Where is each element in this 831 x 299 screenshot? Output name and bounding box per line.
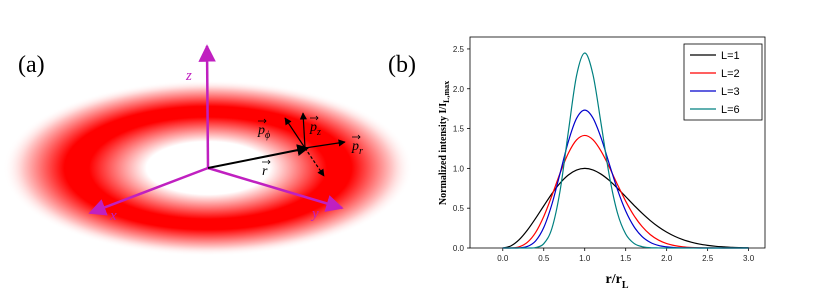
label-text: p xyxy=(257,123,265,138)
x-tick-label: 1.0 xyxy=(579,254,591,263)
x-tick-label: 0.0 xyxy=(497,254,509,263)
vector-arrow xyxy=(310,115,319,121)
label-text: r/r xyxy=(606,272,622,287)
series-line xyxy=(502,167,749,249)
x-axis-title: r/rL xyxy=(606,272,629,291)
label-sub: z xyxy=(316,127,321,138)
y-tick-label: 2.5 xyxy=(453,45,465,54)
panel-label: (b) xyxy=(388,52,416,78)
x-label: x xyxy=(109,208,117,224)
legend-box xyxy=(683,43,763,121)
vector-arrow xyxy=(262,159,271,165)
legend-label: L=1 xyxy=(721,50,740,62)
plot-frame xyxy=(469,36,766,249)
y-tick-label: 1.5 xyxy=(453,125,465,134)
pphi-vector xyxy=(284,117,306,149)
x-tick-label: 3.0 xyxy=(743,254,755,263)
y-axis xyxy=(207,166,344,212)
r-label: r xyxy=(262,164,268,179)
label-text: Normalized intensity I/I xyxy=(438,103,449,205)
pz-label: pz xyxy=(309,120,321,138)
x-tick-label: 2.0 xyxy=(661,254,673,263)
y-axis-title: Normalized intensity I/IL,max xyxy=(438,81,451,205)
y-tick-label: 0.5 xyxy=(453,204,465,213)
y-tick-label: 0.0 xyxy=(453,244,465,253)
pphi-label: pϕ xyxy=(257,123,270,141)
vector-arrow xyxy=(258,118,267,124)
label-text: r xyxy=(262,164,268,179)
x-tick-label: 2.5 xyxy=(702,254,714,263)
z-axis xyxy=(198,44,216,169)
y-tick-label: 2.0 xyxy=(453,85,465,94)
y-tick-label: 1.0 xyxy=(453,164,465,173)
label-text: p xyxy=(309,120,317,135)
legend-label: L=2 xyxy=(721,68,740,80)
pr-label: pr xyxy=(351,139,363,157)
pz-vector xyxy=(299,112,307,149)
z-label: z xyxy=(185,68,192,84)
series-line xyxy=(502,109,749,249)
label-sub: L,max xyxy=(442,81,451,103)
label-sub: L xyxy=(622,280,629,291)
legend-label: L=6 xyxy=(721,104,740,116)
x-tick-label: 1.5 xyxy=(620,254,632,263)
panel-b: (b) r/rL Normalized intensity I/IL,max 0… xyxy=(388,36,766,291)
panel-label: (a) xyxy=(18,52,45,78)
label-sub: ϕ xyxy=(265,130,270,141)
series-line xyxy=(502,52,749,249)
pphi-back xyxy=(304,147,325,177)
label-sub: r xyxy=(359,146,363,157)
series-line xyxy=(502,134,749,249)
vector-arrow xyxy=(352,134,361,140)
pr-vector xyxy=(304,139,346,149)
label-text: p xyxy=(351,139,359,154)
r-vector xyxy=(207,144,310,169)
legend-label: L=3 xyxy=(721,86,740,98)
x-axis xyxy=(88,166,209,216)
y-label: y xyxy=(310,206,319,222)
panel-a: (a) z x y r pϕ pz pr xyxy=(3,44,413,256)
x-tick-label: 0.5 xyxy=(538,254,550,263)
